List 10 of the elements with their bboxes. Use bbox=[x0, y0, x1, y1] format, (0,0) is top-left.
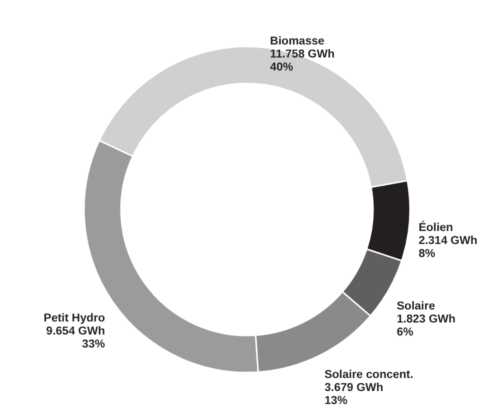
data-label: 1.823 GWh 6% bbox=[396, 313, 456, 338]
data-label: 9.654 GWh 33% bbox=[46, 326, 105, 351]
slice-label: Solaire bbox=[396, 300, 436, 312]
slice-label: Solaire concent. bbox=[324, 368, 414, 381]
data-label: 2.314 GWh 8% bbox=[418, 235, 478, 260]
slice-label: Éolien bbox=[418, 220, 454, 234]
slice-label: Petit Hydro bbox=[44, 312, 105, 325]
data-label: 3.679 GWh 13% bbox=[324, 382, 384, 407]
slice-label: Biomasse bbox=[270, 35, 324, 48]
data-label: 11.758 GWh 40% bbox=[270, 48, 335, 74]
